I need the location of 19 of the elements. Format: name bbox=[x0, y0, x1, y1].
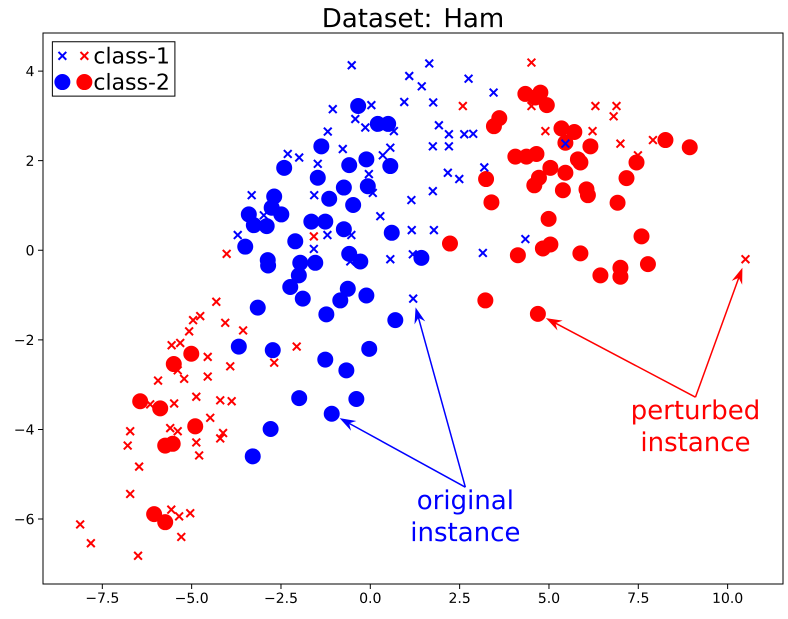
y-tick-label: 0 bbox=[26, 244, 34, 256]
x-tick-label: −2.5 bbox=[265, 592, 297, 604]
x-tick-label: 2.5 bbox=[450, 592, 470, 604]
x-tick-label: 7.5 bbox=[628, 592, 648, 603]
x-tick-label: −7.5 bbox=[86, 592, 118, 603]
y-tick-label: −6 bbox=[15, 514, 34, 524]
y-tick-label: 4 bbox=[26, 66, 34, 76]
annotation: perturbed instance bbox=[633, 399, 758, 452]
y-tick-label: 2 bbox=[26, 155, 34, 166]
legend-label: class-1 bbox=[94, 46, 168, 64]
y-tick-label: −4 bbox=[15, 424, 34, 435]
legend-label: class-2 bbox=[94, 72, 168, 90]
x-tick-label: 10.0 bbox=[714, 592, 742, 604]
x-tick-label: 0.0 bbox=[360, 592, 381, 604]
annotation: original instance bbox=[412, 489, 520, 542]
x-tick-label: −5.0 bbox=[176, 592, 208, 604]
x-tick-label: 5.0 bbox=[538, 592, 560, 604]
chart-title: Dataset: Ham bbox=[324, 8, 502, 28]
y-tick-label: −2 bbox=[15, 334, 34, 346]
